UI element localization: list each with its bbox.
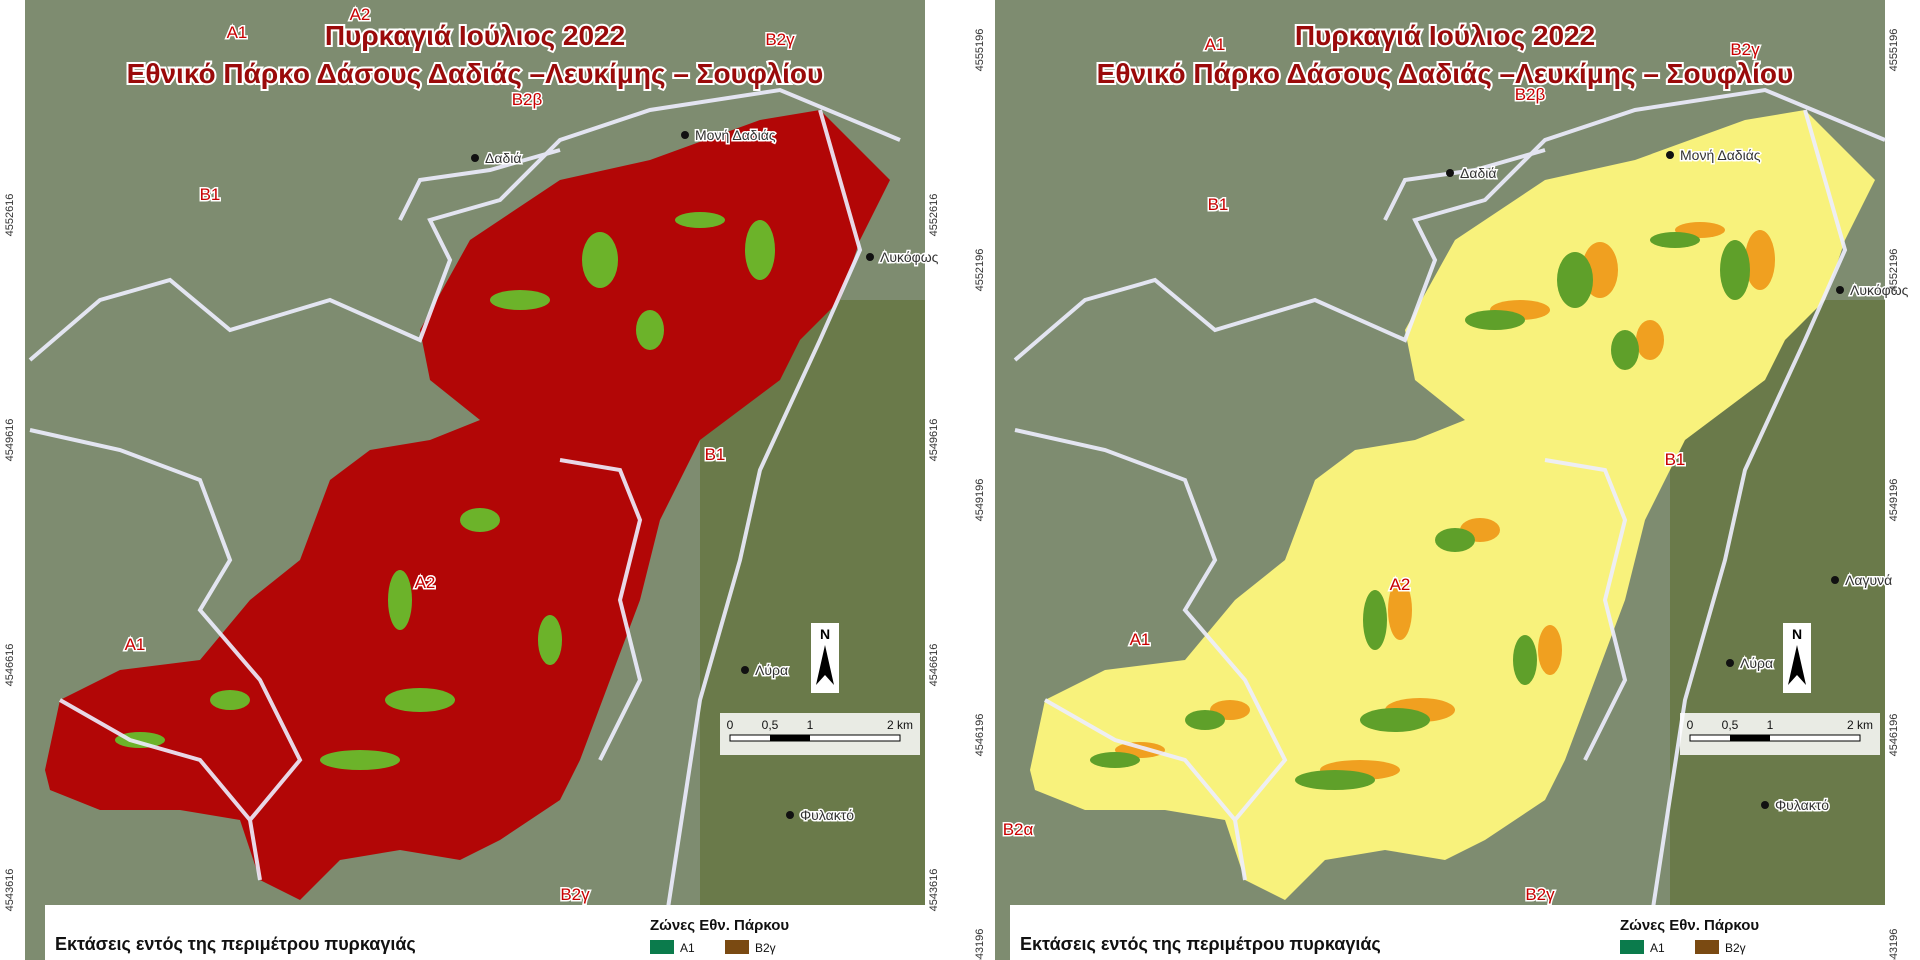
coordinate-label: 4555196 xyxy=(1888,29,1900,72)
place-label: Φυλακτό xyxy=(800,807,854,823)
scale-label: 2 km xyxy=(887,718,913,732)
map-title: Πυρκαγιά Ιούλιος 2022 xyxy=(325,20,625,51)
coordinate-label: 4552616 xyxy=(928,194,940,237)
place-marker xyxy=(786,811,794,819)
place-label: Φυλακτό xyxy=(1775,797,1829,813)
legend-box xyxy=(1010,905,1885,960)
scale-label: 0,5 xyxy=(1722,718,1739,732)
map-title: Πυρκαγιά Ιούλιος 2022 xyxy=(1295,20,1595,51)
place-label: Μονή Δαδιάς xyxy=(1680,147,1761,163)
place-marker xyxy=(1666,151,1674,159)
coordinate-label: 4546616 xyxy=(4,644,16,687)
coordinate-label: 4543616 xyxy=(4,869,16,912)
coordinate-label: 4546196 xyxy=(1888,714,1900,757)
legend-item: B2γ xyxy=(755,941,776,955)
place-marker xyxy=(1836,286,1844,294)
map-title: Εθνικό Πάρκο Δάσους Δαδιάς –Λευκίμης – Σ… xyxy=(1097,58,1794,89)
zone-label: B1 xyxy=(1208,195,1229,214)
map-title: Εθνικό Πάρκο Δάσους Δαδιάς –Λευκίμης – Σ… xyxy=(127,58,824,89)
coordinate-label: 4549196 xyxy=(974,479,986,522)
scale-label: 1 xyxy=(1767,718,1774,732)
legend-title: Ζώνες Εθν. Πάρκου xyxy=(1620,917,1759,934)
coordinate-label: 4549196 xyxy=(1888,479,1900,522)
coordinate-label: 4552196 xyxy=(974,249,986,292)
scale-bar xyxy=(1730,735,1770,741)
zone-label: B2α xyxy=(1003,820,1034,839)
scale-bar xyxy=(729,734,901,742)
legend-title: Ζώνες Εθν. Πάρκου xyxy=(650,917,789,934)
scale-bar xyxy=(770,735,810,741)
legend-swatch xyxy=(1620,940,1644,954)
coordinate-label: 4543196 xyxy=(1888,929,1900,960)
coordinate-label: 4549616 xyxy=(4,419,16,462)
scale-bar xyxy=(1689,734,1861,742)
place-marker xyxy=(1761,801,1769,809)
legend-box xyxy=(45,905,925,960)
zone-label: B2β xyxy=(1515,85,1546,104)
zone-label: B2γ xyxy=(1730,40,1760,59)
zone-label: A1 xyxy=(1205,35,1226,54)
right-panel xyxy=(995,0,1887,960)
zone-label: A2 xyxy=(350,5,371,24)
zone-label: A1 xyxy=(1130,630,1151,649)
scale-bg xyxy=(1680,713,1880,755)
zone-label: B2β xyxy=(512,90,543,109)
north-label: N xyxy=(820,626,830,642)
place-marker xyxy=(681,131,689,139)
scale-label: 1 xyxy=(807,718,814,732)
legend-item: B2γ xyxy=(1725,941,1746,955)
scale-bg xyxy=(720,713,920,755)
zone-label: A1 xyxy=(125,635,146,654)
scale-label: 0 xyxy=(1687,718,1694,732)
place-marker xyxy=(471,154,479,162)
place-marker xyxy=(1446,169,1454,177)
scale-label: 2 km xyxy=(1847,718,1873,732)
legend-swatch xyxy=(725,940,749,954)
coordinate-label: 4543616 xyxy=(928,869,940,912)
place-label: Λαγυνά xyxy=(1845,572,1892,588)
coordinate-label: 4555196 xyxy=(974,29,986,72)
coordinate-label: 4546616 xyxy=(928,644,940,687)
north-arrow xyxy=(816,645,834,685)
place-marker xyxy=(1831,576,1839,584)
north-arrow xyxy=(1788,645,1806,685)
legend-item: A1 xyxy=(1650,941,1665,955)
place-marker xyxy=(1726,659,1734,667)
coordinate-label: 4546196 xyxy=(974,714,986,757)
legend-swatch xyxy=(650,940,674,954)
place-label: Μονή Δαδιάς xyxy=(695,127,776,143)
zone-label: B1 xyxy=(1665,450,1686,469)
zone-label: B1 xyxy=(705,445,726,464)
place-marker xyxy=(741,666,749,674)
zone-label: A2 xyxy=(415,573,436,592)
zone-label: A1 xyxy=(227,23,248,42)
coordinate-label: 4552196 xyxy=(1888,249,1900,292)
place-label: Λύρα xyxy=(755,662,788,678)
zone-label: B2γ xyxy=(560,885,590,904)
place-label: Δαδιά xyxy=(485,150,521,166)
place-marker xyxy=(866,253,874,261)
scale-label: 0,5 xyxy=(762,718,779,732)
scale-label: 0 xyxy=(727,718,734,732)
zone-label: B2γ xyxy=(765,30,795,49)
coordinate-label: 4543196 xyxy=(974,929,986,960)
north-label: N xyxy=(1792,626,1802,642)
coordinate-label: 4549616 xyxy=(928,419,940,462)
place-label: Λυκόφως xyxy=(880,249,939,265)
zone-label: B1 xyxy=(200,185,221,204)
legend-swatch xyxy=(1695,940,1719,954)
legend-item: A1 xyxy=(680,941,695,955)
zone-label: A2 xyxy=(1390,575,1411,594)
zone-label: B2γ xyxy=(1525,885,1555,904)
coordinate-label: 4552616 xyxy=(4,194,16,237)
caption: Εκτάσεις εντός της περιμέτρου πυρκαγιάς xyxy=(55,934,416,954)
caption: Εκτάσεις εντός της περιμέτρου πυρκαγιάς xyxy=(1020,934,1381,954)
place-label: Λύρα xyxy=(1740,655,1773,671)
place-label: Λυκόφως xyxy=(1850,282,1909,298)
place-label: Δαδιά xyxy=(1460,165,1496,181)
